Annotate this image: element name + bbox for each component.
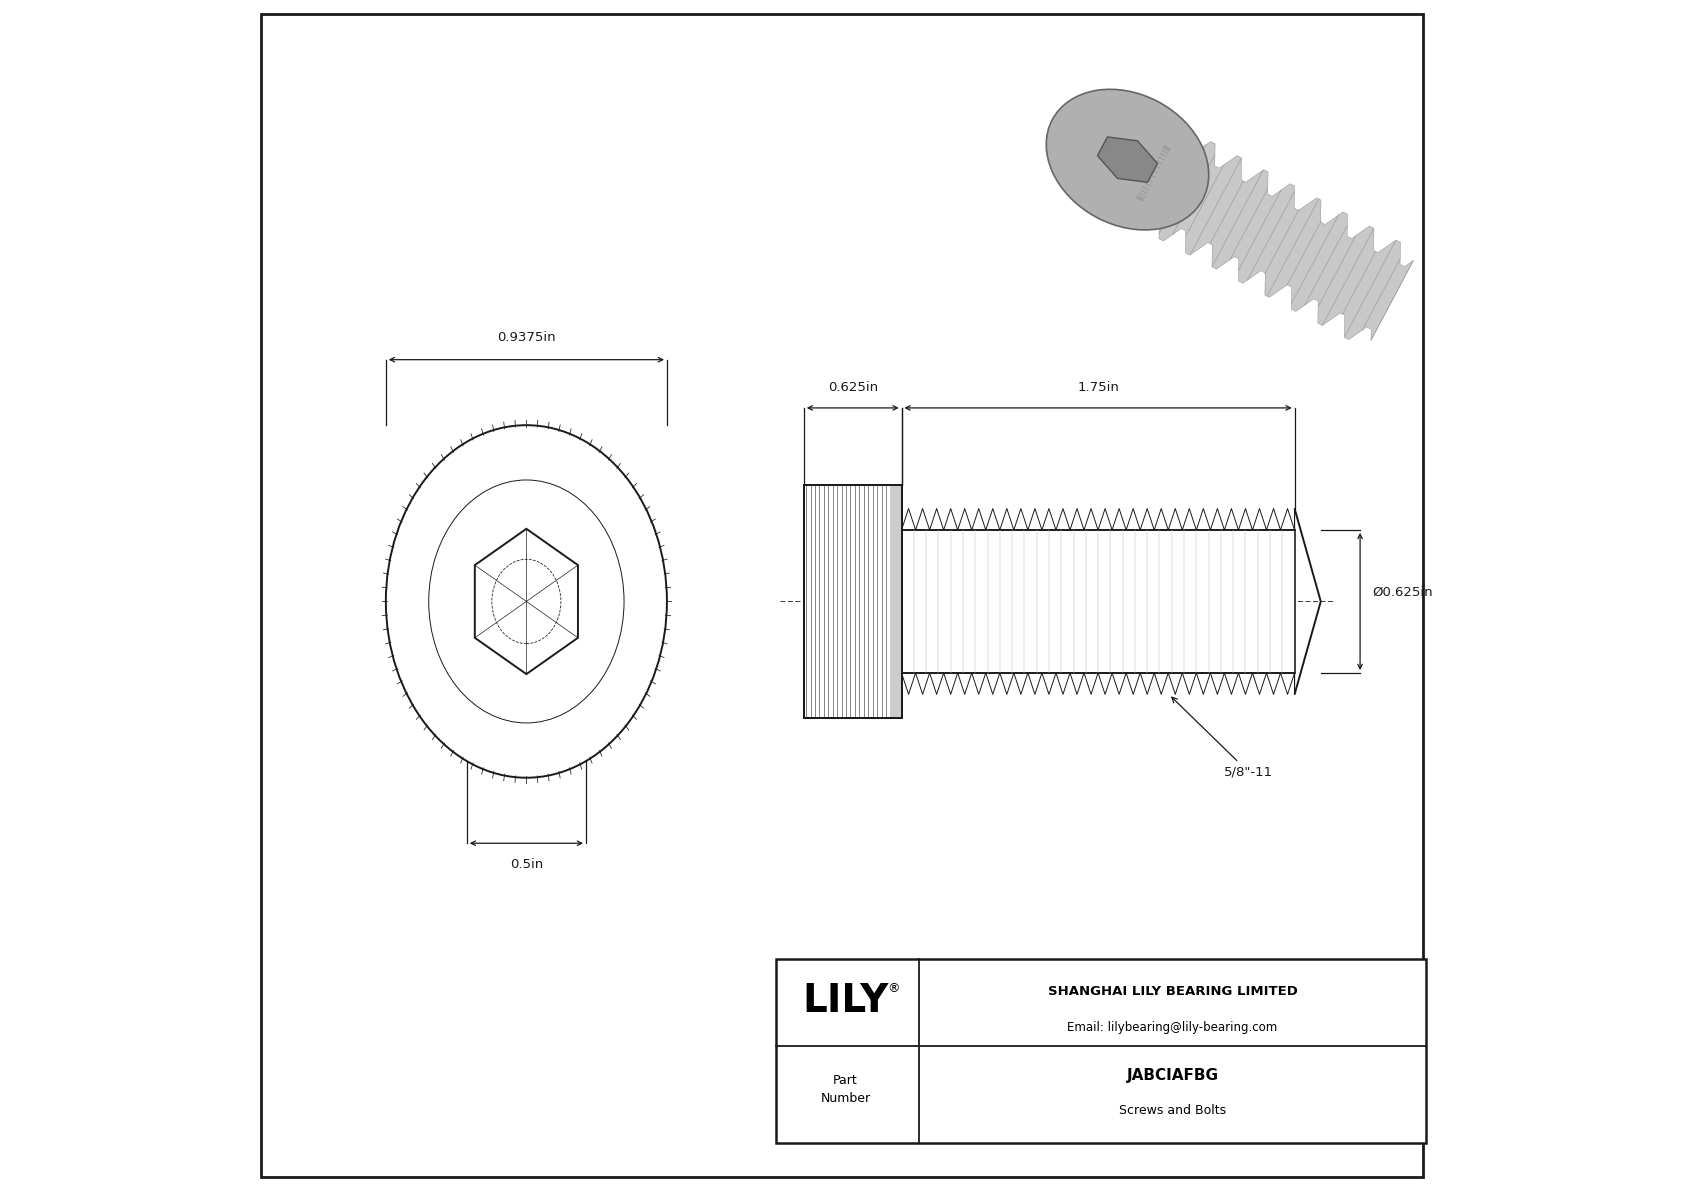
- Polygon shape: [1098, 137, 1157, 182]
- Text: 0.5in: 0.5in: [510, 858, 542, 871]
- Ellipse shape: [492, 560, 561, 643]
- Ellipse shape: [429, 480, 625, 723]
- Text: JABCIAFBG: JABCIAFBG: [1127, 1067, 1219, 1083]
- Text: 0.9375in: 0.9375in: [497, 331, 556, 344]
- Bar: [776, 959, 1426, 1143]
- Text: Part
Number: Part Number: [820, 1074, 871, 1105]
- Polygon shape: [1106, 113, 1413, 341]
- Polygon shape: [1116, 138, 1191, 210]
- Bar: [803, 486, 901, 717]
- Ellipse shape: [1046, 89, 1209, 230]
- Ellipse shape: [386, 425, 667, 778]
- Text: ®: ®: [887, 981, 899, 994]
- Text: 1.75in: 1.75in: [1078, 381, 1118, 393]
- Bar: [803, 486, 901, 717]
- Polygon shape: [475, 529, 578, 674]
- Text: Email: lilybearing@lily-bearing.com: Email: lilybearing@lily-bearing.com: [1068, 1021, 1278, 1034]
- Text: 0.625in: 0.625in: [827, 381, 877, 393]
- Text: Ø0.625in: Ø0.625in: [1372, 586, 1433, 598]
- Text: Screws and Bolts: Screws and Bolts: [1118, 1104, 1226, 1117]
- Text: LILY: LILY: [803, 983, 889, 1021]
- Bar: [889, 486, 901, 717]
- Text: SHANGHAI LILY BEARING LIMITED: SHANGHAI LILY BEARING LIMITED: [1047, 985, 1297, 998]
- Bar: [776, 959, 1426, 1143]
- Text: 5/8"-11: 5/8"-11: [1172, 697, 1273, 779]
- Bar: [901, 530, 1295, 673]
